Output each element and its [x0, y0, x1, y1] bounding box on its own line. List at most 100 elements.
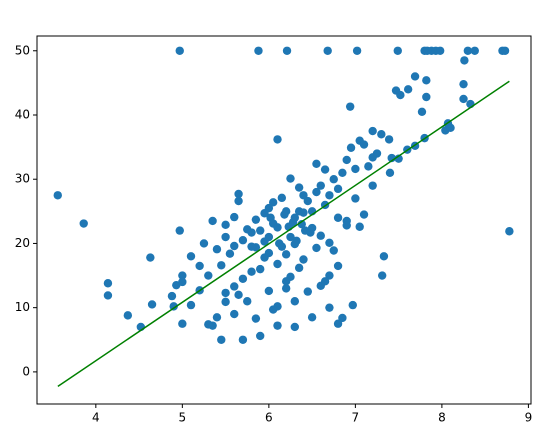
scatter-point: [303, 196, 312, 206]
scatter-point: [243, 297, 252, 306]
scatter-point: [281, 284, 291, 293]
scatter-point: [384, 135, 394, 144]
scatter-point: [459, 94, 468, 104]
scatter-point: [290, 297, 300, 306]
scatter-point: [333, 319, 343, 328]
scatter-point: [372, 149, 382, 158]
scatter-point: [333, 184, 343, 194]
scatter-point: [221, 297, 230, 307]
scatter-point: [290, 322, 300, 332]
scatter-point: [463, 46, 473, 55]
scatter-point: [435, 46, 445, 55]
scatter-point: [238, 335, 248, 344]
scatter-point: [103, 279, 113, 288]
scatter-point: [264, 286, 274, 296]
scatter-point: [273, 321, 282, 330]
scatter-point: [377, 271, 387, 280]
scatter-point: [256, 331, 265, 341]
scatter-point: [234, 290, 243, 300]
y-tick-label: 50: [15, 43, 30, 57]
scatter-point: [385, 168, 395, 177]
scatter-point: [379, 252, 389, 261]
y-tick-label: 20: [15, 236, 30, 250]
scatter-point: [79, 219, 88, 228]
scatter-point: [294, 183, 304, 192]
scatter-point: [281, 250, 291, 259]
x-tick-label: 7: [352, 411, 360, 425]
scatter-point: [348, 300, 357, 310]
scatter-point: [505, 227, 514, 236]
scatter-point: [256, 264, 265, 274]
scatter-point: [422, 92, 431, 102]
scatter-point: [338, 168, 347, 177]
scatter-point: [178, 319, 187, 328]
scatter-point: [123, 311, 133, 320]
scatter-point: [225, 249, 235, 258]
scatter-point: [230, 212, 239, 222]
scatter-point: [186, 300, 196, 310]
scatter-point: [307, 223, 317, 233]
scatter-point: [195, 261, 204, 271]
scatter-point: [325, 191, 334, 200]
scatter-point: [393, 46, 402, 55]
scatter-point: [260, 209, 269, 218]
scatter-point: [212, 313, 222, 322]
x-tick-label: 4: [92, 411, 100, 425]
scatter-point: [277, 193, 287, 203]
scatter-point: [299, 191, 308, 200]
scatter-point: [247, 267, 256, 276]
scatter-point: [396, 90, 405, 100]
scatter-point: [251, 314, 261, 323]
scatter-point: [312, 159, 321, 169]
scatter-point: [230, 282, 239, 291]
scatter-point: [199, 239, 209, 248]
scatter-point: [351, 164, 360, 174]
scatter-point: [238, 274, 248, 283]
scatter-point: [254, 46, 263, 55]
scatter-point: [175, 226, 184, 235]
scatter-point: [147, 300, 157, 309]
scatter-point: [217, 335, 226, 344]
scatter-point: [346, 143, 356, 152]
scatter-point: [208, 216, 217, 226]
scatter-point: [273, 259, 282, 269]
scatter-point: [204, 320, 213, 329]
scatter-point: [290, 213, 300, 222]
y-tick-label: 10: [15, 300, 30, 314]
scatter-point: [377, 130, 386, 139]
scatter-point: [264, 232, 274, 242]
scatter-point: [268, 305, 278, 314]
scatter-point: [212, 245, 222, 254]
x-tick-label: 6: [265, 411, 273, 425]
scatter-point: [221, 288, 230, 298]
scatter-point: [312, 243, 321, 253]
scatter-point: [53, 191, 62, 200]
scatter-point: [359, 210, 369, 219]
scatter-point: [286, 174, 295, 183]
axes-frame: [36, 35, 532, 405]
scatter-point: [303, 287, 312, 296]
scatter-point: [297, 219, 306, 229]
scatter-point: [355, 222, 364, 231]
scatter-point: [342, 155, 351, 165]
scatter-point: [410, 72, 420, 81]
scatter-point: [316, 231, 325, 240]
scatter-point: [325, 303, 334, 312]
scatter-point: [169, 302, 178, 311]
x-tick-label: 5: [179, 411, 187, 425]
scatter-point: [329, 175, 338, 184]
scatter-point: [178, 277, 187, 287]
scatter-point: [352, 46, 362, 55]
scatter-point: [260, 253, 269, 262]
scatter-point: [316, 181, 325, 190]
scatter-point: [329, 246, 338, 255]
scatter-point: [368, 126, 377, 136]
scatter-point: [338, 313, 347, 323]
scatter-point: [167, 291, 177, 301]
scatter-point: [277, 242, 287, 251]
scatter-point: [234, 196, 243, 206]
scatter-point: [234, 189, 243, 199]
scatter-point: [403, 85, 413, 94]
scatter-point: [294, 263, 304, 273]
